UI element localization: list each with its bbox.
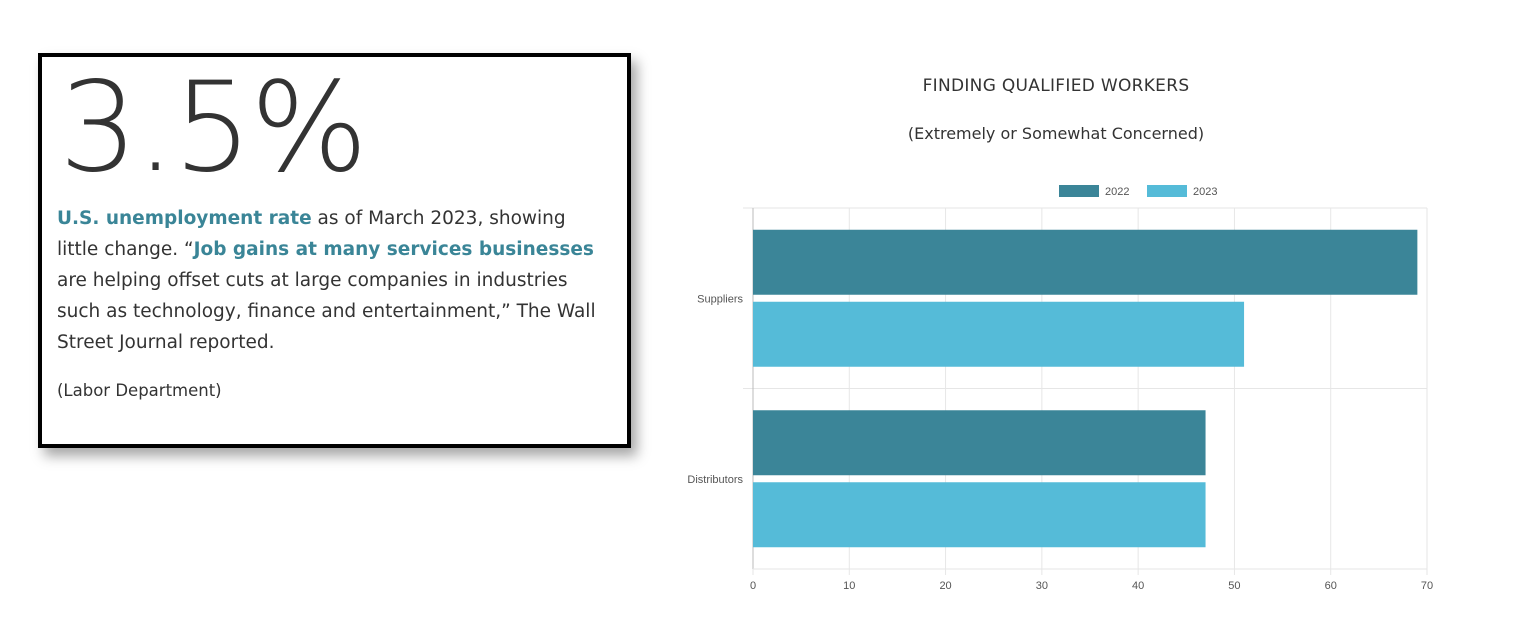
legend-label: 2023 [1193,186,1217,198]
category-label: Distributors [687,474,743,486]
bar-2023-suppliers [753,301,1245,367]
x-tick-label: 20 [939,580,951,592]
x-tick-label: 40 [1132,580,1144,592]
chart-subtitle: (Extremely or Somewhat Concerned) [907,124,1205,143]
chart-title: FINDING QUALIFIED WORKERS [922,76,1190,96]
x-tick-label: 60 [1325,580,1337,592]
bar-2022-suppliers [753,229,1418,295]
x-tick-label: 0 [750,580,756,592]
stat-source: (Labor Department) [57,381,222,400]
stat-highlight-job-gains: Job gains at many services businesses [193,239,594,260]
bar-2022-distributors [753,410,1206,476]
x-tick-label: 50 [1228,580,1240,592]
bar-chart: Suppliers Distributors 0 10 20 30 40 50 60 70 2022… [687,185,1433,592]
stat-text-segment: as of March 2023, showing little change.… [57,208,566,260]
stat-highlight-unemployment: U.S. unemployment rate [57,208,312,229]
legend-swatch [1059,185,1099,197]
stat-description: U.S. unemployment rate as of March 2023,… [57,203,612,358]
x-tick-label: 30 [1036,580,1048,592]
legend-swatch [1147,185,1187,197]
stat-card: 3.5% U.S. unemployment rate as of March … [38,53,631,448]
x-tick-label: 70 [1421,580,1433,592]
category-label: Suppliers [697,293,743,305]
bar-2023-distributors [753,482,1206,548]
stat-value: 3.5% [59,56,368,200]
legend-label: 2022 [1105,186,1129,198]
x-tick-label: 10 [843,580,855,592]
stat-text-segment: are helping offset cuts at large compani… [57,270,596,353]
